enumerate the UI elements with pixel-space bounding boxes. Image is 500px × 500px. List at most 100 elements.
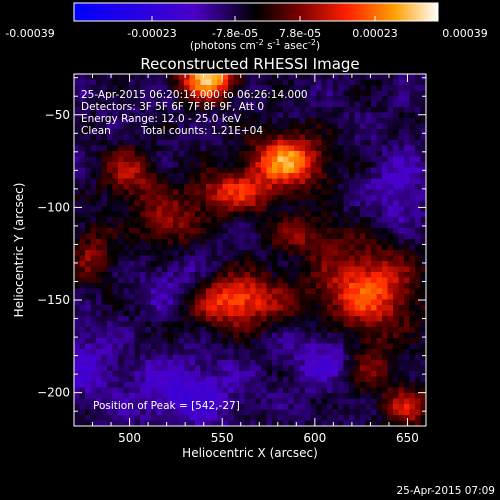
heatmap-cell (376, 338, 383, 345)
heatmap-cell (409, 343, 416, 350)
heatmap-cell (283, 189, 290, 196)
heatmap-cell (343, 321, 350, 328)
heatmap-cell (129, 387, 136, 394)
heatmap-cell (162, 398, 169, 405)
heatmap-cell (90, 354, 97, 361)
heatmap-cell (206, 261, 213, 268)
heatmap-cell (277, 420, 284, 426)
heatmap-cell (316, 261, 323, 268)
heatmap-cell (294, 156, 301, 163)
heatmap-cell (261, 178, 268, 185)
heatmap-cell (101, 206, 108, 213)
heatmap-cell (387, 167, 394, 174)
heatmap-cell (327, 228, 334, 235)
heatmap-cell (96, 316, 103, 323)
heatmap-cell (398, 332, 405, 339)
heatmap-cell (151, 387, 158, 394)
heatmap-cell (261, 123, 268, 130)
heatmap-cell (365, 123, 372, 130)
heatmap-cell (244, 184, 251, 191)
heatmap-cell (156, 107, 163, 114)
heatmap-cell (96, 239, 103, 246)
heatmap-cell (283, 129, 290, 136)
heatmap-cell (244, 382, 251, 389)
heatmap-cell (74, 195, 81, 202)
heatmap-cell (217, 371, 224, 378)
heatmap-cell (294, 376, 301, 383)
heatmap-cell (90, 156, 97, 163)
heatmap-cell (211, 327, 218, 334)
heatmap-cell (129, 85, 136, 92)
heatmap-cell (195, 376, 202, 383)
heatmap-cell (283, 239, 290, 246)
heatmap-cell (294, 74, 301, 81)
heatmap-cell (299, 112, 306, 119)
heatmap-cell (79, 134, 86, 141)
heatmap-cell (294, 206, 301, 213)
heatmap-cell (107, 118, 114, 125)
heatmap-cell (387, 156, 394, 163)
heatmap-cell (371, 338, 378, 345)
heatmap-cell (371, 123, 378, 130)
heatmap-cell (151, 299, 158, 306)
heatmap-cell (393, 200, 400, 207)
heatmap-cell (354, 145, 361, 152)
heatmap-cell (233, 228, 240, 235)
heatmap-cell (129, 151, 136, 158)
heatmap-cell (387, 261, 394, 268)
heatmap-cell (261, 74, 268, 81)
heatmap-cell (178, 288, 185, 295)
heatmap-cell (250, 129, 257, 136)
heatmap-cell (261, 420, 268, 426)
heatmap-cell (107, 211, 114, 218)
heatmap-cell (283, 393, 290, 400)
heatmap-cell (338, 107, 345, 114)
heatmap-cell (310, 343, 317, 350)
heatmap-cell (228, 393, 235, 400)
heatmap-cell (266, 156, 273, 163)
heatmap-cell (338, 332, 345, 339)
annotation-time-range: 25-Apr-2015 06:20:14.000 to 06:26:14.000 (81, 89, 308, 101)
heatmap-cell (327, 79, 334, 86)
heatmap-cell (277, 266, 284, 273)
heatmap-cell (398, 299, 405, 306)
heatmap-cell (354, 244, 361, 251)
heatmap-cell (382, 332, 389, 339)
heatmap-cell (90, 101, 97, 108)
heatmap-cell (310, 101, 317, 108)
heatmap-cell (85, 145, 92, 152)
heatmap-cell (321, 398, 328, 405)
heatmap-cell (217, 123, 224, 130)
heatmap-cell (222, 178, 229, 185)
heatmap-cell (393, 343, 400, 350)
colorbar-tick-label: -0.00023 (127, 27, 176, 40)
heatmap-cell (206, 409, 213, 416)
heatmap-cell (261, 79, 268, 86)
heatmap-cell (327, 239, 334, 246)
heatmap-cell (162, 112, 169, 119)
heatmap-cell (283, 140, 290, 147)
heatmap-cell (112, 189, 119, 196)
heatmap-cell (156, 167, 163, 174)
heatmap-cell (112, 156, 119, 163)
heatmap-cell (134, 118, 141, 125)
heatmap-cell (387, 283, 394, 290)
heatmap-cell (184, 338, 191, 345)
heatmap-cell (244, 189, 251, 196)
heatmap-cell (173, 266, 180, 273)
heatmap-cell (74, 134, 81, 141)
heatmap-cell (151, 233, 158, 240)
heatmap-cell (206, 387, 213, 394)
heatmap-cell (283, 327, 290, 334)
heatmap-cell (228, 349, 235, 356)
heatmap-cell (151, 349, 158, 356)
heatmap-cell (239, 244, 246, 251)
heatmap-cell (404, 338, 411, 345)
heatmap-cell (404, 239, 411, 246)
heatmap-cell (327, 266, 334, 273)
heatmap-cell (305, 112, 312, 119)
heatmap-cell (74, 178, 81, 185)
heatmap-cell (261, 184, 268, 191)
heatmap-cell (217, 409, 224, 416)
heatmap-cell (365, 178, 372, 185)
